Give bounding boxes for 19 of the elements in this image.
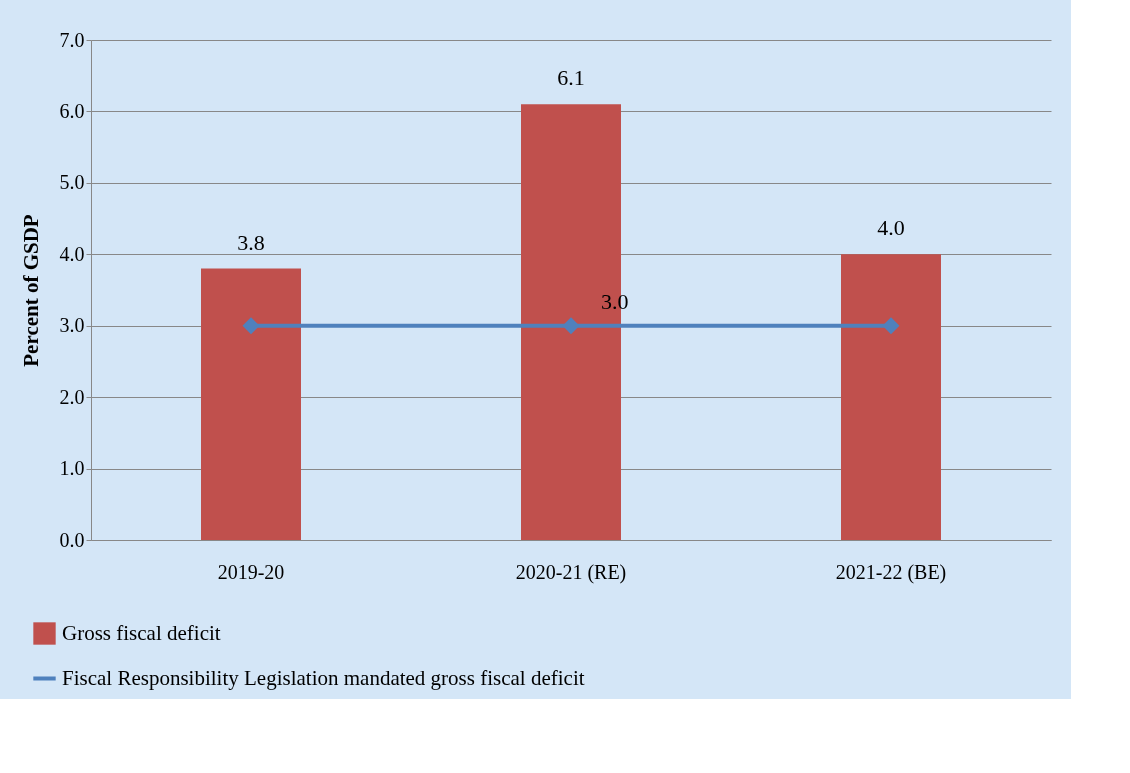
y-axis-title: Percent of GSDP bbox=[18, 214, 43, 367]
y-tick-label: 0.0 bbox=[59, 528, 85, 551]
y-tick-label: 1.0 bbox=[59, 457, 85, 480]
y-tick-label: 5.0 bbox=[59, 171, 85, 194]
legend-label: Fiscal Responsibility Legislation mandated gross fiscal deficit bbox=[62, 665, 585, 690]
x-tick-label: 2019-20 bbox=[217, 560, 285, 583]
y-tick-label: 3.0 bbox=[59, 314, 85, 337]
x-tick-label: 2020-21 (RE) bbox=[515, 560, 627, 584]
bar bbox=[201, 268, 301, 540]
y-tick-label: 6.0 bbox=[59, 99, 85, 122]
data-label: 4.0 bbox=[877, 215, 905, 241]
y-tick-label: 4.0 bbox=[59, 242, 85, 265]
y-tick-label: 7.0 bbox=[59, 28, 85, 51]
y-tick-label: 2.0 bbox=[59, 385, 85, 408]
data-label: 6.1 bbox=[557, 65, 585, 91]
legend-label: Gross fiscal deficit bbox=[62, 620, 221, 645]
bar bbox=[841, 254, 941, 540]
x-tick-label: 2021-22 (BE) bbox=[835, 560, 947, 584]
data-label: 3.8 bbox=[237, 229, 265, 255]
